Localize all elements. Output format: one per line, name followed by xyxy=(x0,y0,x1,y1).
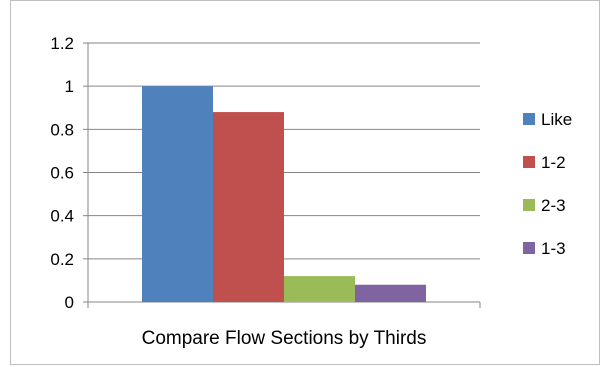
y-tick-label: 0.2 xyxy=(50,250,74,269)
bar-like xyxy=(142,86,213,303)
category-labels: Compare Flow Sections by Thirds xyxy=(142,328,427,349)
legend-label: 1-3 xyxy=(541,239,566,258)
legend: Like 1-2 2-3 1-3 xyxy=(523,110,572,258)
chart-frame xyxy=(10,0,600,365)
y-tick-label: 0.8 xyxy=(50,120,74,139)
bar-2-3 xyxy=(284,276,355,302)
y-axis-tick-labels: 0 0.2 0.4 0.6 0.8 1 1.2 xyxy=(50,34,74,312)
y-tick-label: 0.4 xyxy=(50,207,74,226)
legend-swatch xyxy=(523,156,535,168)
bars xyxy=(142,86,426,303)
legend-label: 2-3 xyxy=(541,196,566,215)
y-tick-label: 1.2 xyxy=(50,34,74,53)
bar-1-2 xyxy=(213,112,284,302)
legend-swatch xyxy=(523,113,535,125)
x-axis-ticks xyxy=(87,302,481,308)
category-label: Compare Flow Sections by Thirds xyxy=(142,328,427,349)
legend-label: 1-2 xyxy=(541,153,566,172)
legend-swatch xyxy=(523,199,535,211)
legend-label: Like xyxy=(541,110,572,129)
y-tick-label: 0 xyxy=(65,293,74,312)
legend-swatch xyxy=(523,242,535,254)
y-tick-label: 0.6 xyxy=(50,164,74,183)
bar-1-3 xyxy=(355,284,426,302)
y-tick-label: 1 xyxy=(65,77,74,96)
